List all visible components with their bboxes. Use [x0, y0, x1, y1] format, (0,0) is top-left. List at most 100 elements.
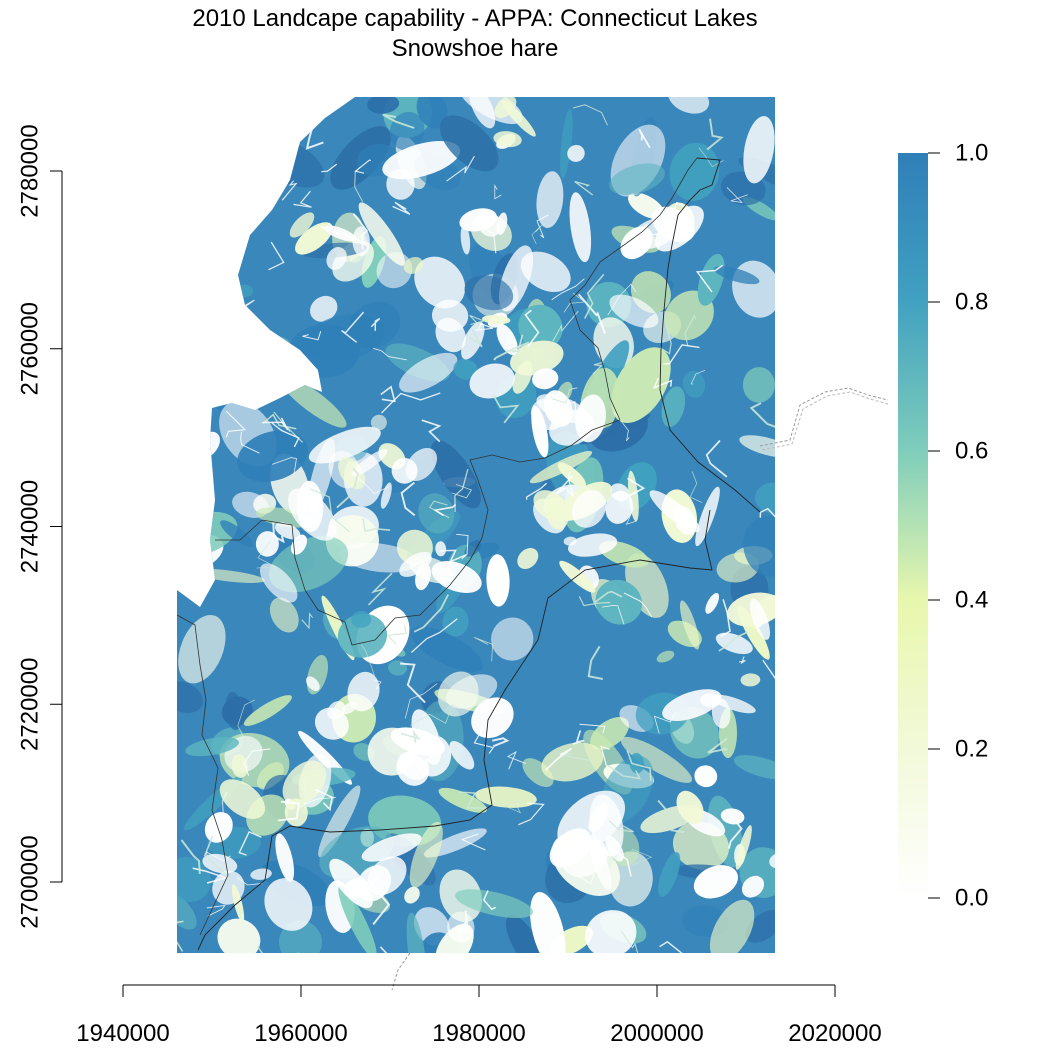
raster-opening [295, 222, 333, 255]
raster-stream [551, 278, 585, 301]
raster-patch [214, 160, 262, 208]
raster-patch [520, 251, 571, 293]
raster-opening [563, 536, 577, 546]
raster-stream [606, 845, 632, 877]
raster-stream [458, 791, 487, 809]
raster-patch [204, 812, 233, 843]
x-tick-label: 1980000 [432, 1020, 525, 1047]
raster-patch [177, 272, 211, 306]
raster-patch [195, 250, 236, 290]
raster-opening [361, 833, 422, 862]
county-boundary-line [197, 509, 713, 951]
raster-stream [663, 344, 700, 365]
raster-stream [356, 462, 390, 495]
raster-patch [189, 360, 225, 411]
raster-stream [698, 147, 724, 168]
raster-stream [194, 561, 215, 573]
raster-stream [281, 180, 298, 201]
raster-opening [715, 632, 753, 655]
raster-patch [259, 563, 298, 603]
raster-patch [414, 256, 466, 309]
raster-stream [653, 712, 676, 734]
raster-stream [297, 796, 336, 810]
raster-opening [231, 754, 248, 778]
raster-stream [320, 225, 361, 242]
raster-stream [626, 749, 652, 781]
raster-patch [418, 493, 455, 534]
colorbar-tick-label: 0.4 [955, 587, 988, 614]
raster-stream [370, 876, 391, 925]
raster-opening [469, 97, 496, 129]
raster-opening [469, 363, 515, 399]
raster-stream [321, 163, 338, 173]
raster-stream [705, 439, 728, 478]
raster-patch [264, 878, 313, 931]
raster-opening [649, 490, 700, 533]
raster-patch [455, 889, 534, 919]
raster-stream [552, 310, 579, 342]
raster-stream [225, 410, 247, 438]
raster-patch [595, 579, 643, 625]
raster-stream [706, 118, 724, 151]
raster-patch [522, 758, 554, 788]
raster-stream [566, 471, 575, 497]
raster-stream [482, 890, 497, 911]
colorbar-tick-label: 0.6 [955, 438, 988, 465]
raster-opening [380, 482, 392, 509]
raster-opening [399, 551, 432, 577]
raster-stream [493, 341, 530, 361]
raster-stream [381, 392, 441, 414]
raster-stream [362, 518, 391, 532]
raster-stream [336, 468, 360, 509]
raster-stream [689, 471, 703, 504]
raster-patch [743, 116, 775, 184]
raster-stream [608, 820, 635, 833]
raster-stream [180, 839, 201, 875]
raster-stream [268, 241, 285, 271]
raster-opening [711, 697, 731, 729]
raster-opening [559, 560, 596, 593]
raster-stream [272, 522, 285, 544]
raster-patch [177, 890, 197, 930]
raster-patch [230, 137, 274, 173]
raster-stream [456, 910, 470, 933]
raster-opening [202, 853, 238, 874]
raster-stream [293, 190, 312, 208]
raster-patch [585, 910, 637, 953]
raster-stream [574, 873, 595, 885]
raster-opening [512, 360, 533, 394]
raster-patch [269, 597, 299, 633]
raster-opening [749, 598, 770, 640]
raster-patch [177, 386, 209, 410]
raster-opening [549, 828, 592, 868]
raster-stream [531, 223, 544, 245]
raster-stream [594, 590, 623, 603]
raster-stream [400, 481, 416, 517]
raster-stream [379, 946, 410, 953]
raster-opening [740, 673, 761, 687]
raster-stream [380, 385, 396, 403]
raster-stream [370, 317, 381, 331]
raster-stream [421, 419, 442, 443]
raster-stream [759, 507, 775, 518]
x-tick-label: 2000000 [610, 1020, 703, 1047]
raster-stream [203, 835, 231, 884]
raster-stream [243, 748, 271, 776]
raster-opening [296, 480, 324, 533]
raster-patch [404, 886, 420, 904]
raster-patch [177, 265, 205, 300]
raster-stream [720, 599, 731, 637]
raster-opening [705, 592, 720, 614]
raster-stream [584, 273, 605, 319]
raster-patch [611, 347, 671, 423]
raster-stream [506, 750, 526, 770]
raster-stream [718, 631, 749, 652]
raster-stream [557, 401, 577, 414]
raster-opening [693, 865, 738, 899]
raster-opening [231, 884, 245, 923]
raster-stream [613, 411, 630, 442]
raster-opening [605, 490, 633, 524]
raster-stream [607, 283, 637, 316]
